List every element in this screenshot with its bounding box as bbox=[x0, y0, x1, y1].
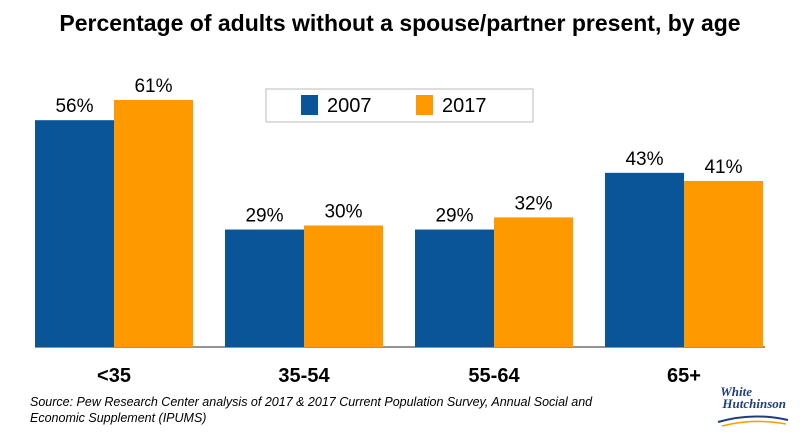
bar-2007-65+ bbox=[605, 172, 684, 347]
x-tick-label: 65+ bbox=[667, 365, 701, 387]
data-label-2017-35-54: 30% bbox=[324, 202, 362, 223]
data-label-2007-65+: 43% bbox=[625, 149, 663, 170]
bar-2007-35-54 bbox=[225, 229, 304, 347]
data-label-2007-55-64: 29% bbox=[435, 206, 473, 227]
data-label-2007-35-54: 29% bbox=[245, 206, 283, 227]
logo-swoosh-icon bbox=[717, 415, 789, 427]
data-label-2017-<35: 61% bbox=[134, 76, 172, 97]
bar-2017-65+ bbox=[684, 180, 763, 347]
x-tick-label: 35-54 bbox=[278, 365, 330, 387]
data-label-2007-<35: 56% bbox=[55, 96, 93, 117]
legend-label-2007: 2007 bbox=[327, 95, 372, 117]
white-hutchinson-logo: White Hutchinson bbox=[712, 384, 792, 432]
legend-swatch-2017 bbox=[416, 95, 433, 115]
legend-label-2017: 2017 bbox=[442, 95, 487, 117]
bar-2007-<35 bbox=[35, 120, 114, 347]
bar-2007-55-64 bbox=[415, 229, 494, 347]
bar-2017-<35 bbox=[114, 99, 193, 347]
data-label-2017-55-64: 32% bbox=[514, 193, 552, 214]
legend-swatch-2007 bbox=[301, 95, 318, 115]
chart-title: Percentage of adults without a spouse/pa… bbox=[59, 10, 741, 36]
bar-2017-35-54 bbox=[304, 225, 383, 347]
source-note: Source: Pew Research Center analysis of … bbox=[30, 395, 593, 425]
bar-2017-55-64 bbox=[494, 217, 573, 347]
bar-chart: 56% 61% <35 29% 30% 35-54 29% 32% 55-64 43% 41% 65+… bbox=[35, 76, 765, 387]
x-tick-label: 55-64 bbox=[468, 365, 520, 387]
data-label-2017-65+: 41% bbox=[704, 157, 742, 178]
x-tick-label: <35 bbox=[97, 365, 131, 387]
logo-line-1: White bbox=[720, 384, 752, 399]
logo-line-2: Hutchinson bbox=[722, 396, 786, 411]
